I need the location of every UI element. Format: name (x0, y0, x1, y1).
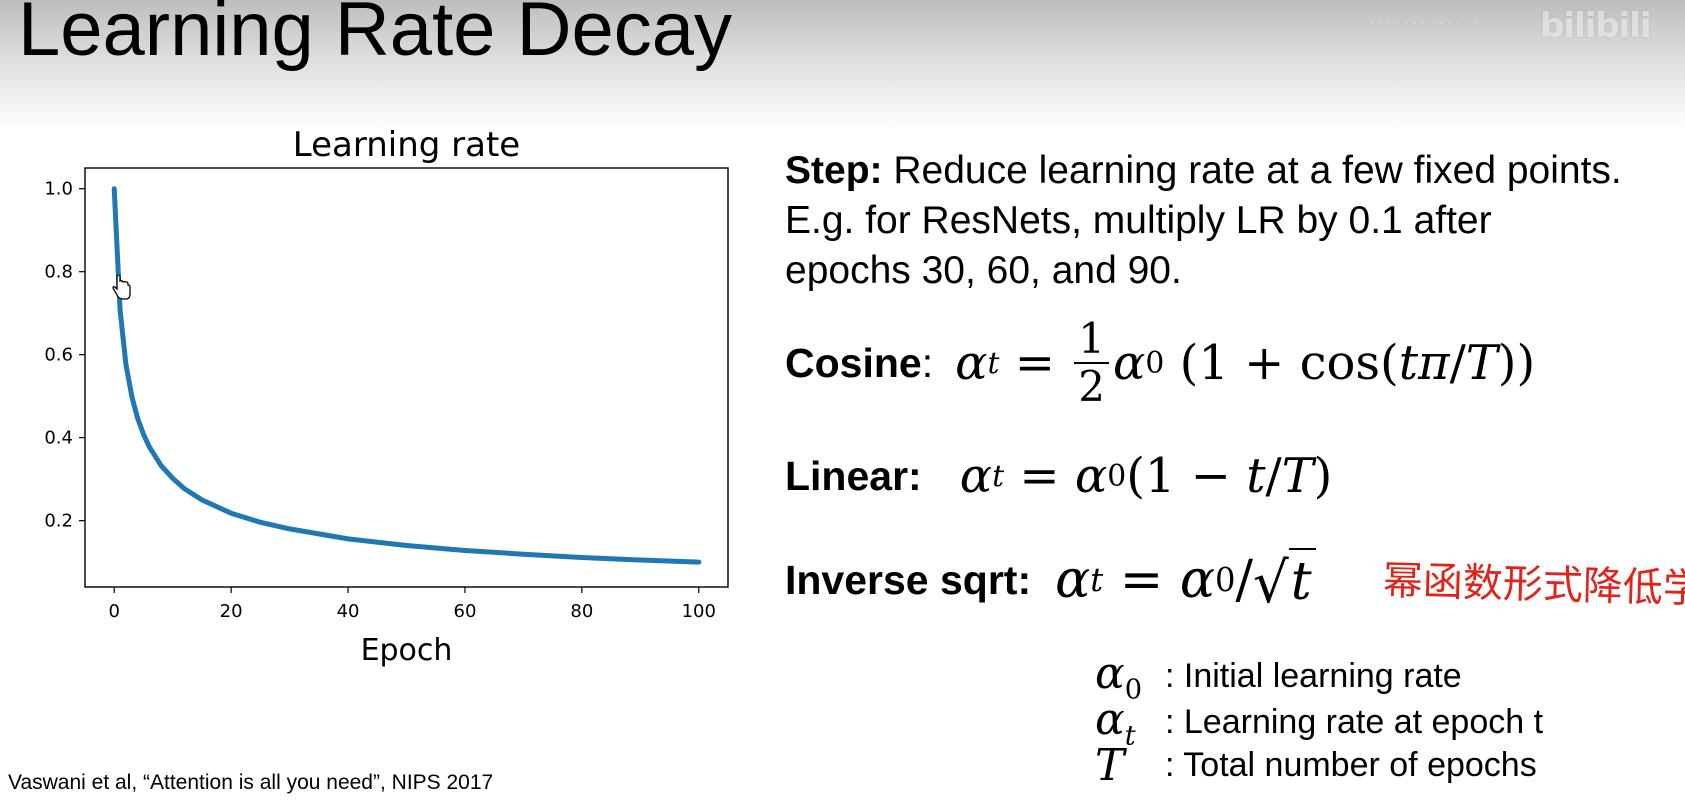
y-tick-label: 0.8 (44, 262, 73, 283)
x-tick-label: 100 (682, 601, 716, 622)
legend-alpha0-text: : Initial learning rate (1165, 657, 1462, 696)
linear-label: Linear: (785, 452, 922, 499)
chart-title: Learning rate (293, 125, 520, 165)
legend-T: T : Total number of epochs (1095, 740, 1537, 791)
y-tick-label: 0.4 (44, 428, 73, 449)
cosine-colon: : (921, 339, 934, 386)
y-tick-label: 0.6 (44, 345, 73, 366)
y-tick-label: 0.2 (44, 511, 73, 532)
x-tick-label: 60 (454, 601, 477, 622)
y-tick-label: 1.0 (44, 179, 73, 200)
alphat-symbol: αt (1095, 694, 1136, 752)
legend-alpha0: α0 : Initial learning rate (1095, 648, 1462, 705)
citation: Vaswani et al, “Attention is all you nee… (8, 771, 494, 794)
alpha0-symbol: α0 (1095, 648, 1143, 706)
handwritten-annotation: 幂函数形式降低学习率 (1382, 558, 1685, 615)
legend-T-text: : Total number of epochs (1165, 746, 1537, 784)
step-text: Reduce learning rate at a few fixed poin… (785, 149, 1622, 292)
inverse-sqrt-label: Inverse sqrt: (785, 556, 1032, 603)
x-tick-label: 80 (570, 601, 593, 622)
legend-alphat: αt : Learning rate at epoch t (1095, 694, 1543, 751)
title-bar (0, 0, 1685, 130)
legend-alphat-text: : Learning rate at epoch t (1165, 703, 1544, 742)
x-tick-label: 20 (220, 601, 243, 622)
watermark-pattern: · · · · · · · · · · · · · (1370, 14, 1478, 30)
chart-plot-area (84, 167, 729, 588)
step-description: Step: Reduce learning rate at a few fixe… (785, 146, 1625, 296)
x-tick-label: 0 (109, 601, 120, 622)
x-tick-label: 40 (337, 601, 360, 622)
chart-x-axis-label: Epoch (361, 633, 453, 668)
bilibili-logo: bilibili (1540, 6, 1652, 46)
hand-cursor-icon (112, 275, 131, 300)
T-symbol: T (1095, 740, 1125, 791)
learning-rate-chart: Learning rate Epoch 0 20 40 60 80 100 0.2 0.4 0.6 0… (44, 125, 729, 668)
learning-rate-line (111, 186, 702, 565)
cosine-label: Cosine (785, 339, 922, 386)
slide-title: Learning Rate Decay (18, 0, 732, 72)
step-label: Step: (785, 149, 883, 192)
